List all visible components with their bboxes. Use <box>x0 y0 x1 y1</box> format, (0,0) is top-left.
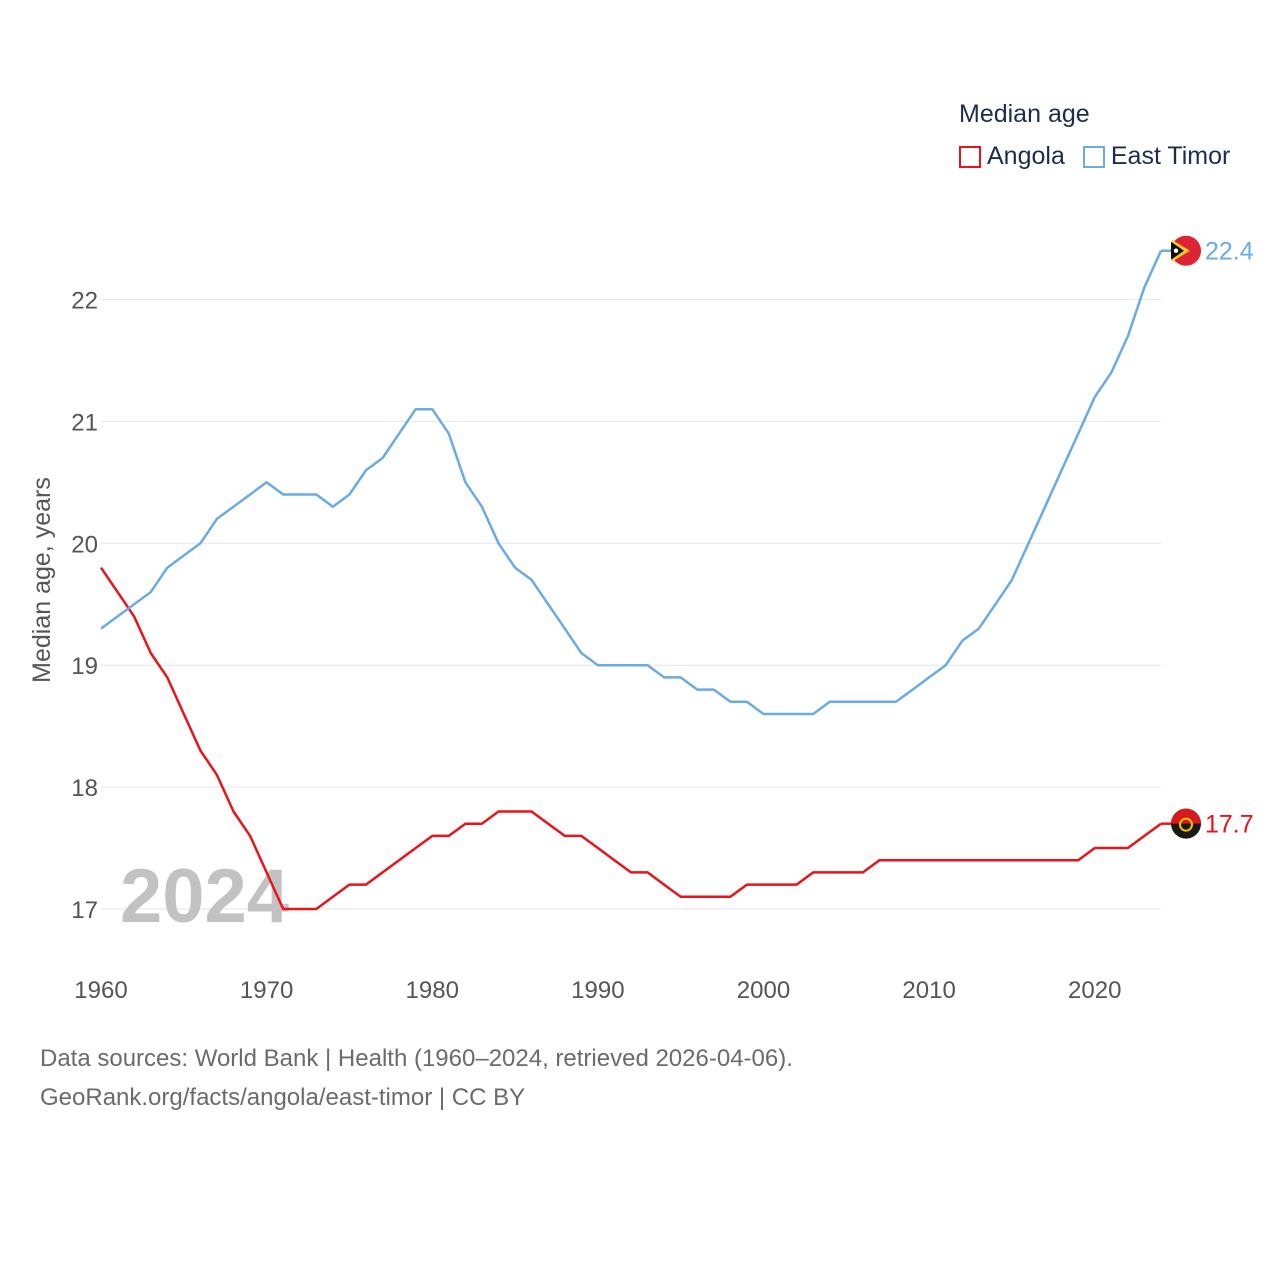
x-tick-label-1990: 1990 <box>571 977 624 1004</box>
x-tick-label-2000: 2000 <box>737 977 790 1004</box>
x-tick-label-2010: 2010 <box>902 977 955 1004</box>
legend: Angola East Timor <box>959 142 1248 171</box>
series-line-angola <box>99 566 1162 911</box>
x-axis-ticks: 1960 1970 1980 1990 2000 2010 2020 <box>74 977 1121 1004</box>
legend-swatch-east-timor <box>1082 145 1105 168</box>
year-watermark: 2024 <box>120 854 289 939</box>
flag-angola-icon <box>1171 808 1201 839</box>
flag-red-half <box>1171 808 1201 824</box>
flag-east-timor-icon <box>1171 235 1201 266</box>
y-tick-label-21: 21 <box>71 409 98 436</box>
x-tick-label-1960: 1960 <box>74 977 127 1004</box>
flag-emblem <box>1179 817 1193 832</box>
y-tick-label-17: 17 <box>71 897 98 924</box>
end-value-label-east-timor: 22.4 <box>1205 238 1254 266</box>
flag-star <box>1173 248 1179 253</box>
legend-item-angola[interactable]: Angola <box>959 142 1065 171</box>
source-line: Data sources: World Bank | Health (1960–… <box>40 1045 793 1072</box>
y-tick-label-22: 22 <box>71 288 98 315</box>
end-value-label-angola: 17.7 <box>1205 811 1254 839</box>
x-tick-label-1970: 1970 <box>240 977 293 1004</box>
legend-item-east-timor[interactable]: East Timor <box>1082 142 1231 171</box>
y-tick-label-18: 18 <box>71 775 98 802</box>
gridlines <box>101 299 1161 910</box>
end-markers: 17.7 22.4 <box>1161 235 1254 839</box>
y-tick-label-20: 20 <box>71 531 98 558</box>
x-tick-label-2020: 2020 <box>1068 977 1121 1004</box>
legend-label-angola: Angola <box>987 142 1065 170</box>
series-lines <box>99 250 1163 911</box>
y-axis-label: Median age, years <box>28 477 56 683</box>
legend-label-east-timor: East Timor <box>1110 142 1231 170</box>
y-axis-ticks: 17 18 19 20 21 22 <box>71 288 98 925</box>
y-tick-label-19: 19 <box>71 653 98 680</box>
legend-title: Median age <box>959 100 1090 128</box>
series-line-east-timor <box>100 250 1163 716</box>
legend-swatch-angola <box>959 145 981 168</box>
x-tick-label-1980: 1980 <box>406 977 459 1004</box>
attribution-link[interactable]: GeoRank.org/facts/angola/east-timor | CC… <box>40 1084 526 1111</box>
